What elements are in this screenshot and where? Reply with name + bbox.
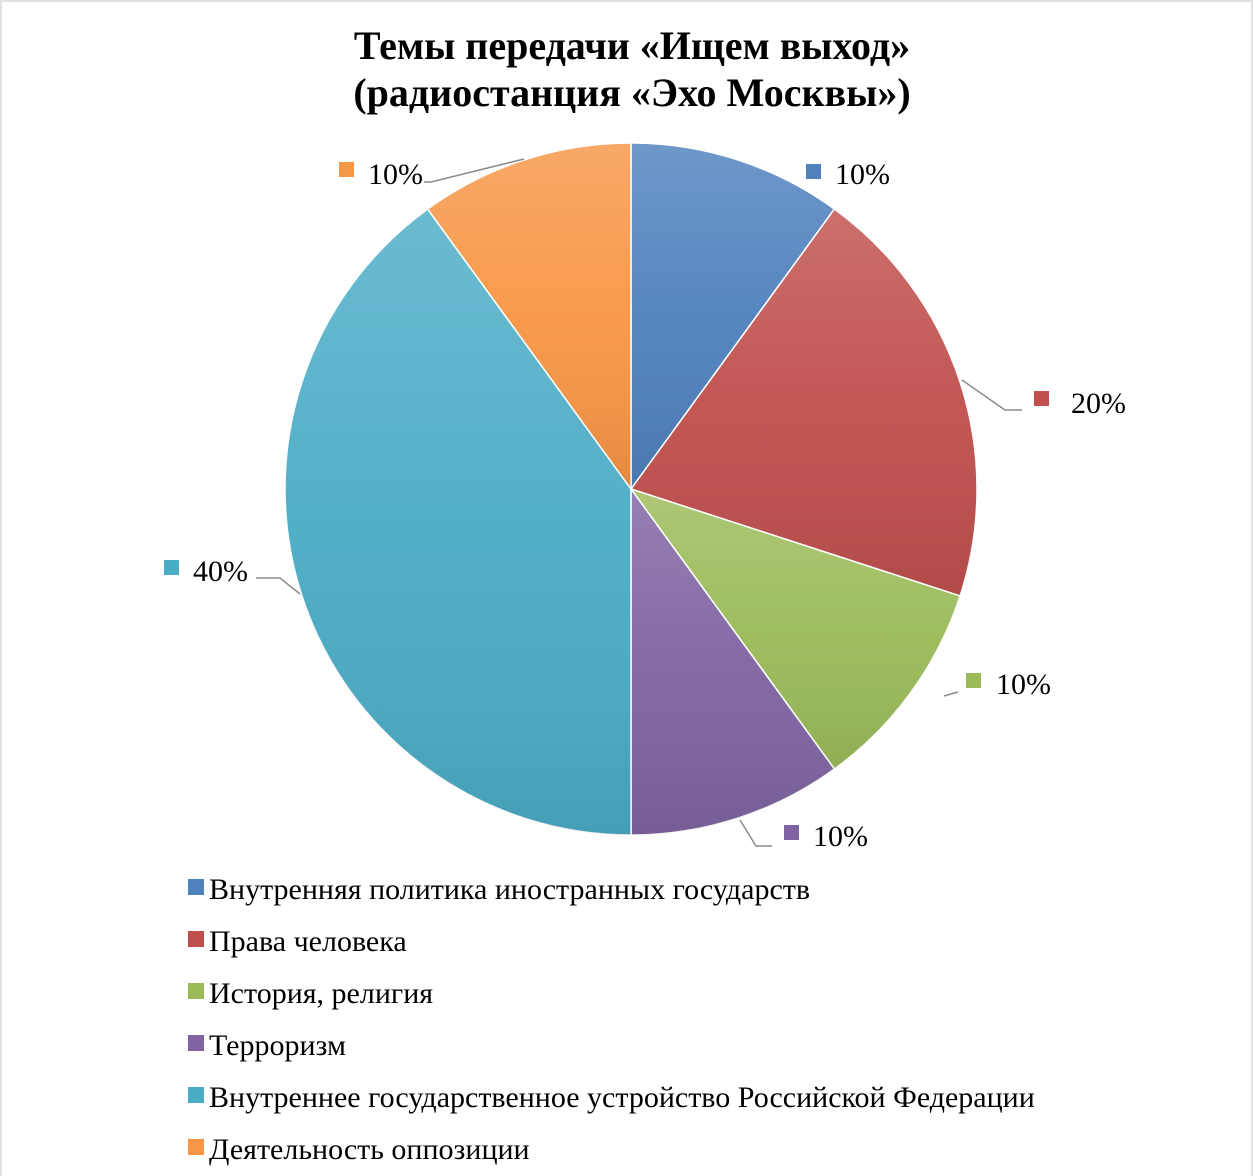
leader-line-2 — [961, 379, 1022, 411]
data-label-marker-3 — [966, 673, 981, 688]
data-label-marker-2 — [1034, 391, 1049, 406]
legend-label-2: Права человека — [209, 925, 407, 958]
pie-slice-shading-6 — [427, 143, 631, 489]
legend-swatch-6 — [188, 1139, 204, 1155]
legend-swatch-3 — [188, 983, 204, 999]
pie-slice-shading-5 — [285, 209, 631, 835]
data-label-marker-1 — [806, 164, 821, 179]
legend-swatch-4 — [188, 1035, 204, 1051]
data-label-3: 10% — [996, 668, 1051, 701]
data-label-6: 10% — [368, 158, 423, 191]
legend: Внутренняя политика иностранных государс… — [188, 873, 1035, 1166]
leader-line-4 — [739, 819, 772, 847]
leader-line-5 — [256, 577, 301, 595]
legend-label-6: Деятельность оппозиции — [209, 1133, 530, 1166]
leader-lines — [256, 158, 1022, 847]
legend-label-4: Терроризм — [209, 1029, 346, 1062]
data-label-1: 10% — [835, 158, 890, 191]
legend-swatch-1 — [188, 879, 204, 895]
pie-slice-shading-3 — [631, 489, 961, 769]
pie-slices — [284, 142, 978, 836]
legend-label-1: Внутренняя политика иностранных государс… — [209, 873, 810, 906]
data-label-4: 10% — [813, 820, 868, 853]
leader-line-6 — [424, 158, 525, 183]
pie-slice-shading-1 — [631, 143, 835, 489]
legend-label-5: Внутреннее государственное устройство Ро… — [209, 1081, 1035, 1114]
data-label-marker-5 — [164, 560, 179, 575]
pie-slice-shading-2 — [631, 209, 978, 596]
chart-title-line-2: (радиостанция «Эхо Москвы») — [353, 70, 910, 115]
legend-swatch-5 — [188, 1087, 204, 1103]
legend-label-3: История, религия — [209, 977, 433, 1010]
legend-swatch-2 — [188, 931, 204, 947]
data-label-marker-4 — [784, 825, 799, 840]
data-labels: 10% 20% 10% 10% 40% 10% — [164, 158, 1126, 853]
leader-line-3 — [943, 691, 959, 697]
pie-slice-shading-4 — [631, 489, 835, 835]
data-label-5: 40% — [193, 555, 248, 588]
data-label-marker-6 — [339, 162, 354, 177]
chart-title-line-1: Темы передачи «Ищем выход» — [354, 23, 910, 68]
data-label-2: 20% — [1071, 387, 1126, 420]
